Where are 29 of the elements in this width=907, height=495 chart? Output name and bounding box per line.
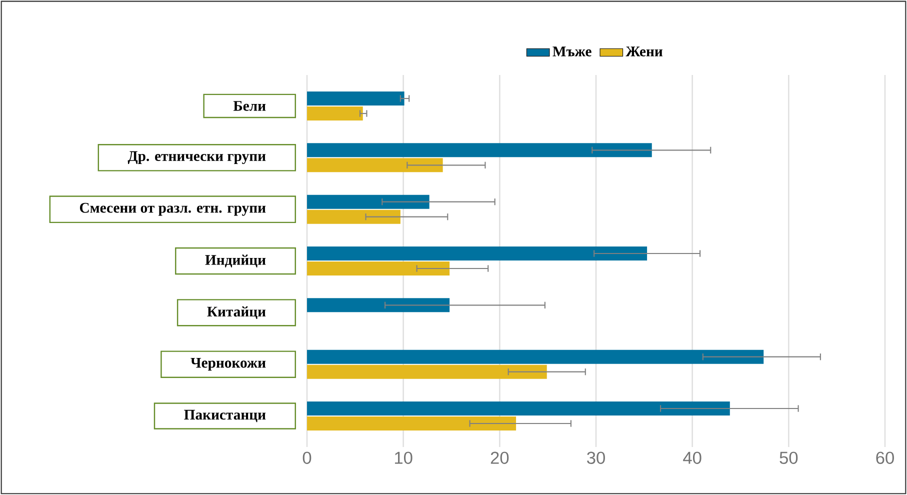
bar [307, 298, 450, 312]
bar [307, 194, 430, 209]
bar [307, 246, 648, 260]
bar [307, 364, 547, 379]
y-tick-label: Др. етнически групи [128, 151, 266, 164]
y-tick-label: Индийци [205, 254, 266, 268]
y-tick-label: Пакистанци [184, 410, 266, 422]
bar [307, 106, 363, 120]
bar [307, 416, 516, 430]
x-tick-label: 40 [683, 452, 702, 464]
bar [307, 158, 443, 172]
x-tick-label: 20 [490, 452, 509, 464]
y-tick-label: Китайци [207, 306, 266, 319]
legend-label: Мъже [552, 46, 592, 56]
y-tick-label: Смесени от разл. етн. групи [80, 202, 266, 216]
legend-label: Жени [626, 46, 662, 56]
x-tick-label: 50 [780, 452, 798, 464]
bar [307, 261, 450, 276]
bar [307, 210, 400, 224]
y-tick-label: Бели [233, 101, 266, 111]
x-tick-label: 0 [302, 452, 312, 464]
x-tick-label: 30 [587, 452, 605, 464]
y-tick-label: Чернокожи [190, 358, 266, 371]
x-tick-label: 60 [876, 452, 894, 464]
bar [307, 350, 764, 364]
bar [307, 401, 730, 416]
bar [307, 143, 652, 158]
x-tick-label: 10 [395, 452, 412, 464]
bar [307, 92, 404, 106]
